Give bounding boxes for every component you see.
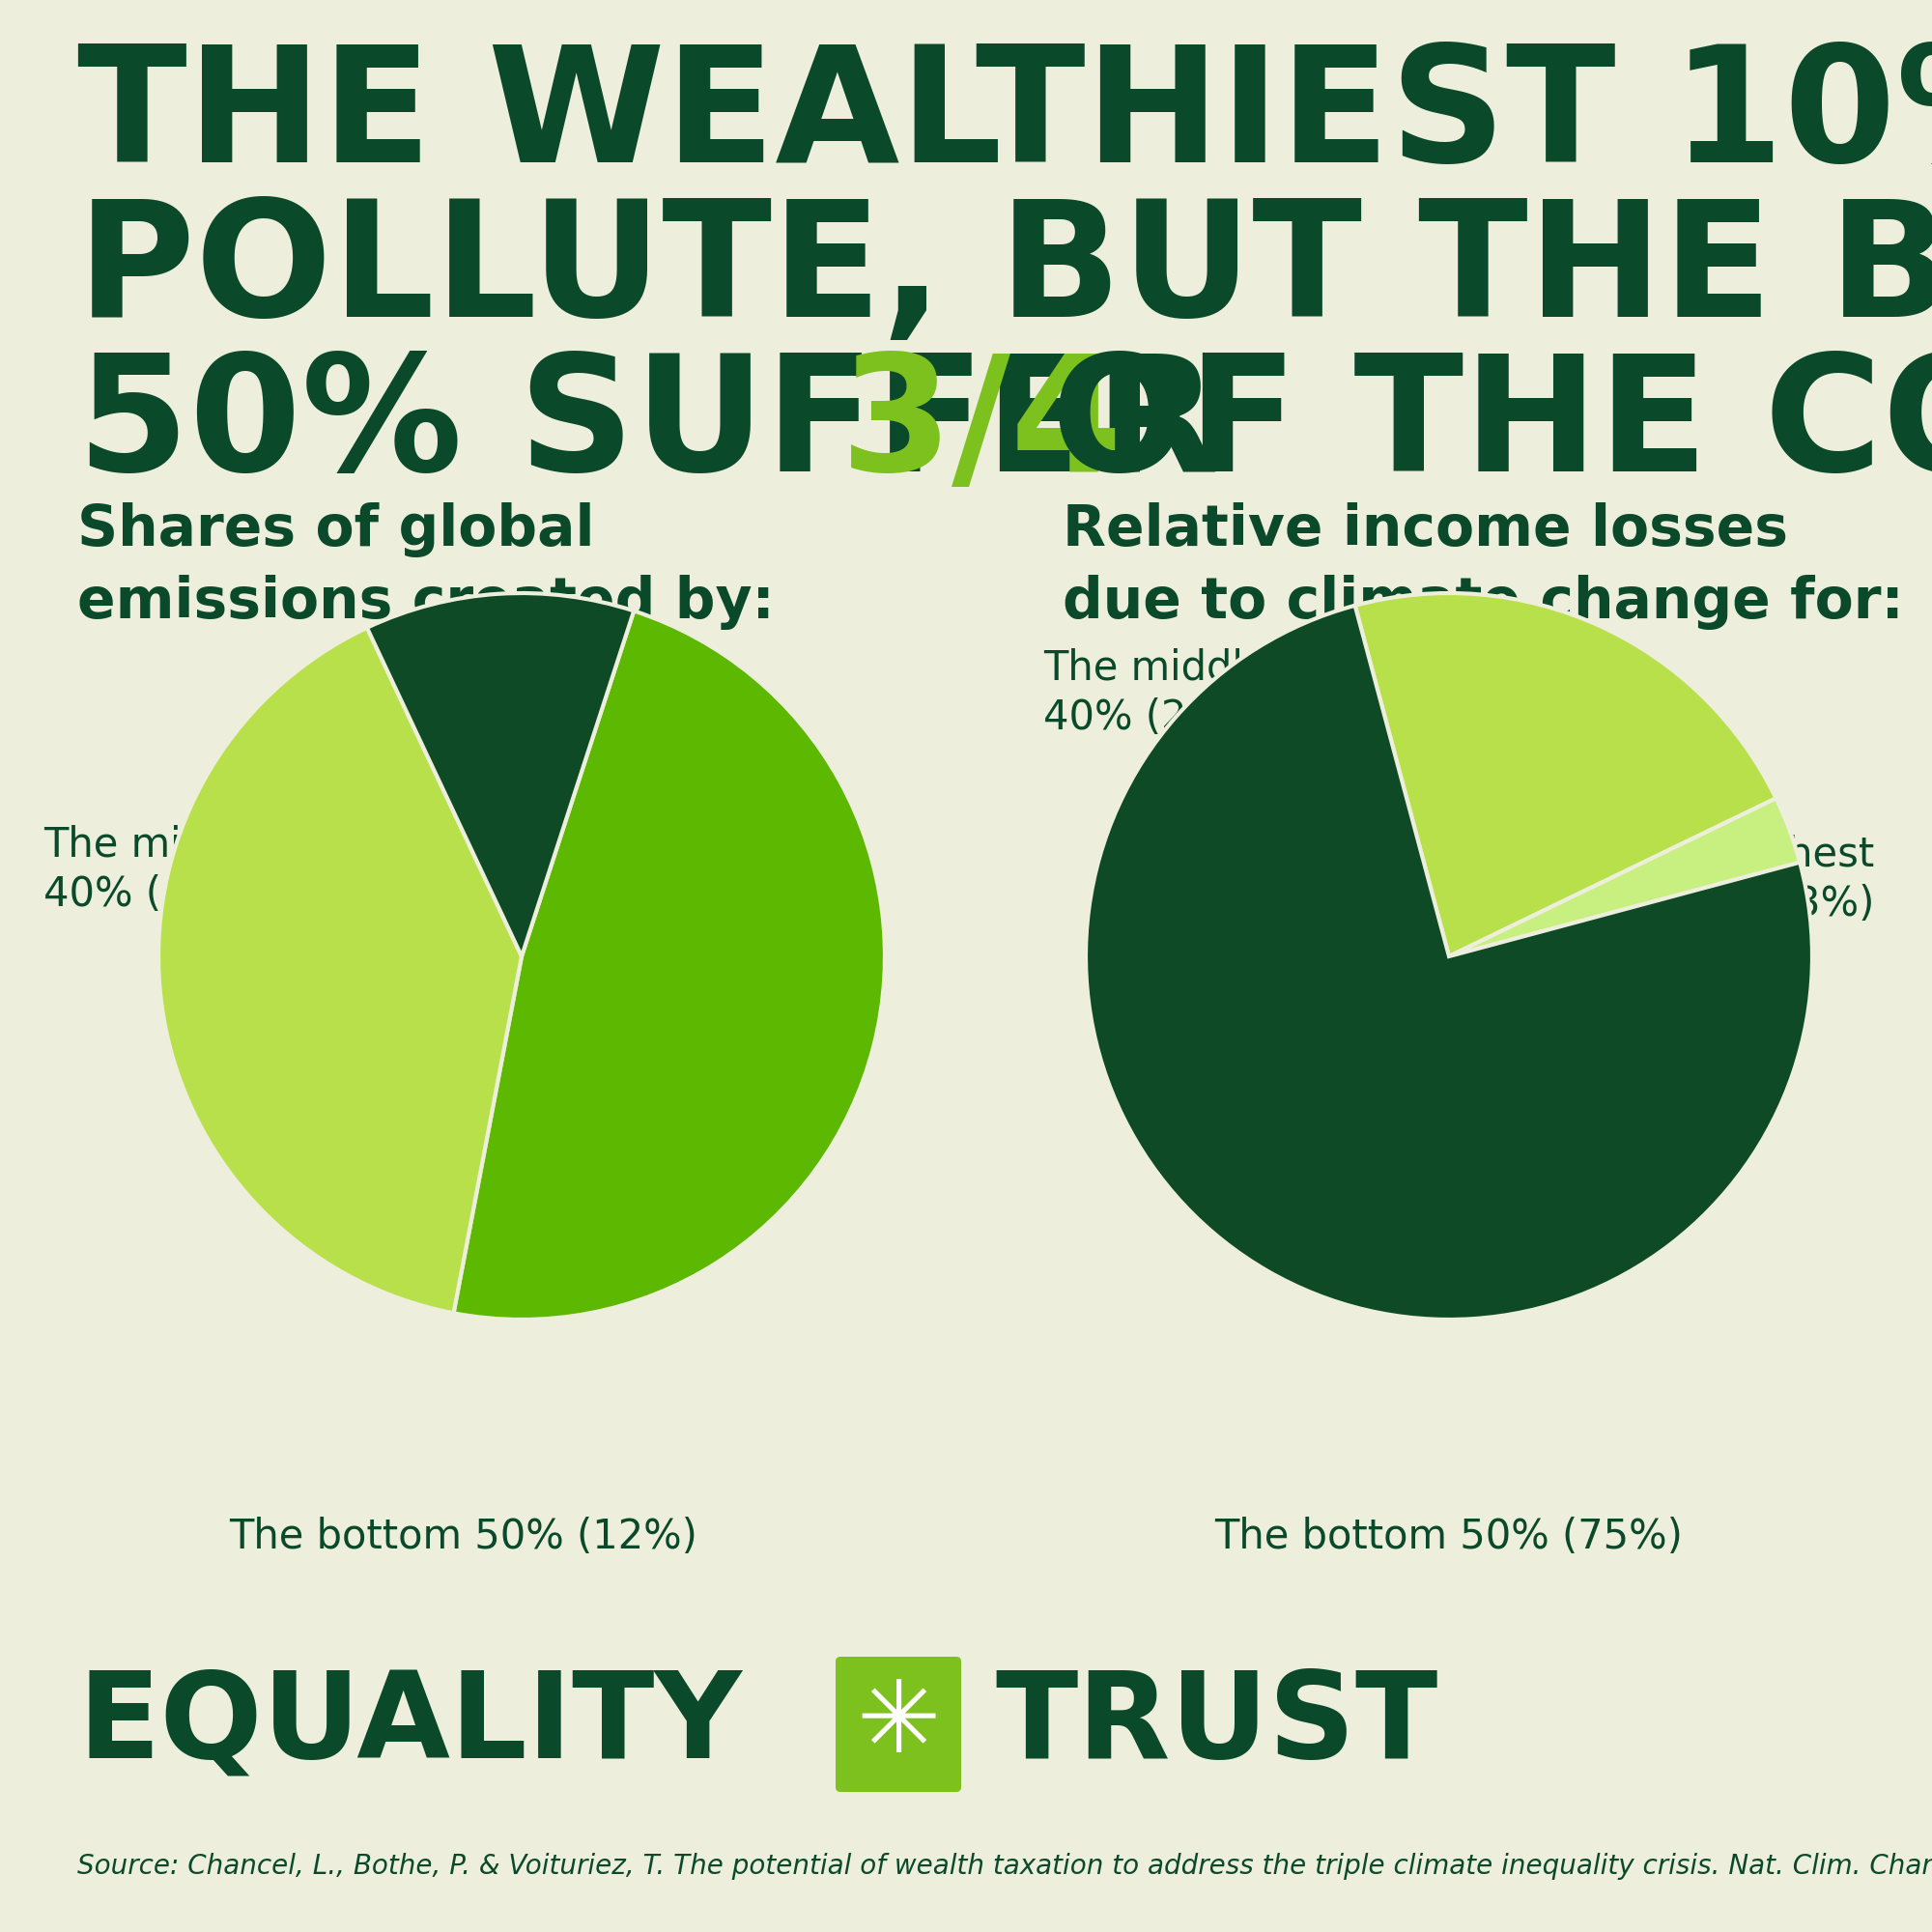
Text: 50% SUFFER: 50% SUFFER bbox=[77, 348, 1275, 504]
Wedge shape bbox=[367, 593, 634, 956]
Text: Source: Chancel, L., Bothe, P. & Voituriez, T. The potential of wealth taxation : Source: Chancel, L., Bothe, P. & Voituri… bbox=[77, 1853, 1932, 1880]
Text: POLLUTE, BUT THE BOTTOM: POLLUTE, BUT THE BOTTOM bbox=[77, 193, 1932, 352]
Text: The richest
10% (3%): The richest 10% (3%) bbox=[1650, 835, 1874, 923]
Text: The bottom 50% (12%): The bottom 50% (12%) bbox=[230, 1517, 697, 1557]
Wedge shape bbox=[454, 611, 885, 1320]
Text: The middle
40% (40%): The middle 40% (40%) bbox=[43, 825, 269, 914]
FancyBboxPatch shape bbox=[835, 1656, 962, 1793]
Text: 3/4: 3/4 bbox=[840, 348, 1122, 504]
Wedge shape bbox=[1086, 605, 1812, 1320]
Wedge shape bbox=[1354, 593, 1776, 956]
Text: OF THE COSTS: OF THE COSTS bbox=[995, 348, 1932, 504]
Text: The richest
10% (48%): The richest 10% (48%) bbox=[390, 647, 614, 738]
Text: The bottom 50% (75%): The bottom 50% (75%) bbox=[1215, 1517, 1683, 1557]
Wedge shape bbox=[1449, 798, 1801, 956]
Text: TRUST: TRUST bbox=[995, 1665, 1437, 1783]
Text: Shares of global
emissions created by:: Shares of global emissions created by: bbox=[77, 502, 775, 630]
Text: THE WEALTHIEST 10%: THE WEALTHIEST 10% bbox=[77, 39, 1932, 197]
Text: The middle
40% (22%): The middle 40% (22%) bbox=[1043, 647, 1267, 738]
Text: Relative income losses
due to climate change for:: Relative income losses due to climate ch… bbox=[1063, 502, 1903, 630]
Text: ✳: ✳ bbox=[856, 1675, 941, 1774]
Text: EQUALITY: EQUALITY bbox=[77, 1665, 742, 1783]
Wedge shape bbox=[158, 628, 522, 1314]
